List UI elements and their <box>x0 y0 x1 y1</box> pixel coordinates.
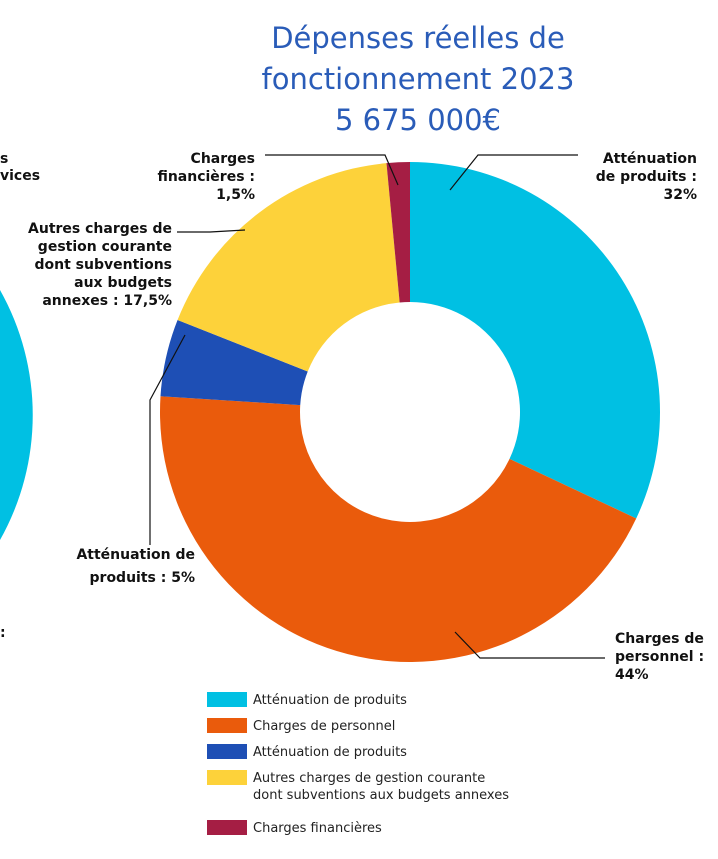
donut-slice <box>386 162 410 303</box>
legend-swatch <box>207 744 247 759</box>
donut-slice <box>160 396 637 663</box>
legend-swatch <box>207 692 247 707</box>
leader-line <box>265 154 399 186</box>
leader-line <box>454 631 605 659</box>
chart-title: Dépenses réelles de fonctionnement 2023 5 … <box>262 21 575 137</box>
data-label: Autres charges de gestion courante dont su… <box>28 221 172 309</box>
cropped-label: : <box>0 625 6 641</box>
data-label: Charges financières :1,5% <box>157 151 255 203</box>
data-label: Charges de personnel :44% <box>615 631 704 683</box>
donut-slice <box>177 163 400 372</box>
legend-swatch <box>207 770 247 785</box>
cropped-chart <box>0 290 33 540</box>
cropped-label: vices <box>0 168 40 184</box>
legend-label: Autres charges de gestion courante dont s… <box>253 771 509 803</box>
data-label: Atténuation de produits : 5% <box>76 547 195 586</box>
legend-label: Atténuation de produits <box>253 745 407 760</box>
legend-swatch <box>207 820 247 835</box>
legend-label: Atténuation de produits <box>253 693 407 708</box>
legend-swatch <box>207 718 247 733</box>
leader-line <box>177 229 246 233</box>
legend-label: Charges financières <box>253 821 382 836</box>
leader-line <box>149 334 186 545</box>
leader-line <box>449 154 578 191</box>
donut-slice <box>410 162 660 519</box>
legend-label: Charges de personnel <box>253 719 395 734</box>
data-label: Atténuation de produits :32% <box>596 151 697 203</box>
cropped-label: s <box>0 151 8 167</box>
donut-slice <box>160 319 308 406</box>
